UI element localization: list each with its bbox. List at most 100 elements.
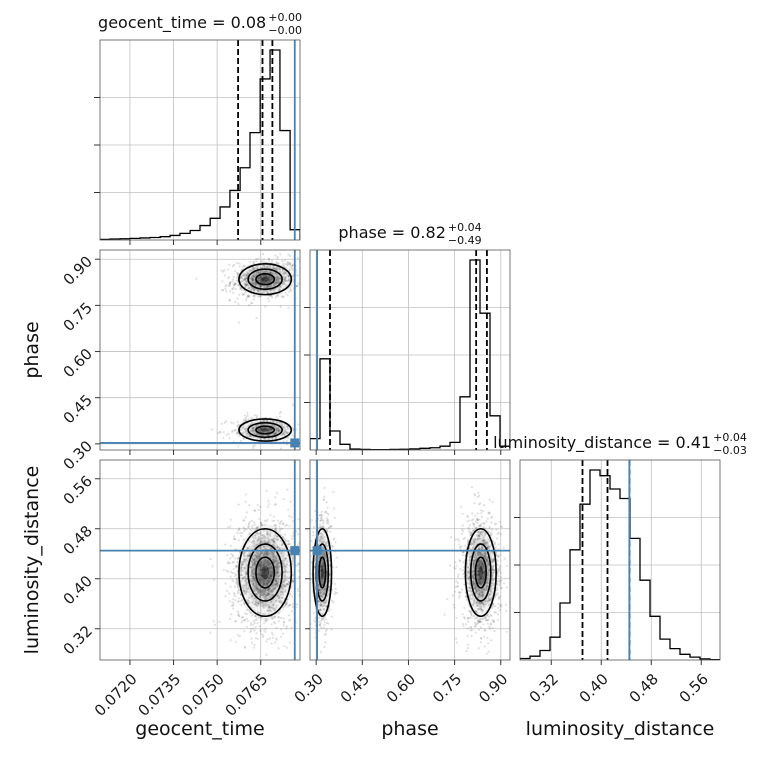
scatter-point (478, 618, 481, 621)
scatter-point (253, 521, 256, 524)
scatter-point (466, 566, 469, 569)
scatter-point (256, 543, 259, 546)
scatter-point (251, 279, 255, 282)
scatter-point (262, 567, 265, 570)
density-contour (312, 527, 333, 618)
scatter-point (248, 546, 251, 549)
scatter-point (244, 592, 247, 596)
scatter-point (279, 529, 282, 532)
scatter-point (477, 567, 481, 570)
scatter-point (475, 527, 478, 530)
scatter-point (467, 572, 470, 575)
scatter-point (496, 571, 499, 574)
scatter-point (261, 589, 265, 592)
scatter-point (308, 550, 310, 552)
scatter-point (286, 437, 289, 440)
scatter-point (263, 572, 266, 576)
scatter-point (475, 610, 478, 613)
scatter-point (237, 539, 240, 542)
scatter-point (486, 663, 488, 665)
scatter-point (256, 590, 259, 594)
scatter-point (456, 585, 459, 588)
scatter-point (283, 431, 286, 434)
scatter-point (251, 541, 254, 544)
scatter-point (487, 563, 490, 566)
scatter-point (312, 534, 315, 537)
scatter-point (275, 577, 278, 580)
scatter-point (333, 593, 337, 596)
scatter-point (262, 562, 266, 565)
scatter-point (278, 267, 281, 270)
scatter-point (279, 590, 282, 593)
scatter-point (261, 590, 264, 594)
scatter-point (246, 412, 249, 415)
scatter-point (272, 537, 276, 540)
scatter-point (260, 423, 263, 426)
scatter-point (260, 524, 263, 527)
scatter-point (275, 604, 278, 607)
scatter-point (249, 553, 252, 556)
scatter-point (249, 623, 253, 626)
scatter-point (305, 539, 307, 541)
y-tick-label: 0.40 (60, 572, 96, 608)
scatter-point (285, 566, 288, 569)
scatter-point (479, 602, 482, 606)
scatter-point (234, 282, 237, 285)
scatter-point (268, 533, 272, 536)
scatter-point (287, 580, 290, 584)
scatter-point (297, 527, 300, 530)
scatter-point (326, 518, 329, 521)
scatter-point (265, 553, 268, 556)
x-tick-label: 0.0720 (91, 670, 141, 720)
scatter-point (310, 540, 313, 543)
scatter-point (272, 538, 275, 542)
scatter-point (335, 556, 338, 559)
scatter-point (263, 437, 266, 440)
scatter-point (272, 433, 275, 436)
scatter-point (241, 619, 244, 622)
scatter-point (474, 559, 477, 562)
scatter-point (264, 541, 267, 544)
scatter-point (239, 574, 242, 577)
scatter-point (278, 599, 282, 602)
scatter-point (319, 622, 322, 625)
scatter-point (488, 597, 491, 600)
scatter-point (322, 571, 325, 574)
scatter-point (282, 522, 285, 525)
scatter-point (263, 552, 266, 555)
scatter-point (477, 534, 480, 538)
scatter-point (248, 553, 251, 557)
scatter-point (505, 603, 508, 606)
scatter-point (252, 427, 255, 430)
scatter-point (499, 576, 502, 579)
scatter-point (323, 620, 326, 623)
scatter-point (272, 558, 275, 562)
scatter-point (269, 609, 272, 612)
scatter-point (259, 286, 262, 289)
scatter-point (281, 586, 284, 590)
scatter-point (487, 642, 490, 645)
scatter-point (467, 576, 470, 579)
scatter-point (320, 536, 323, 539)
scatter-point (235, 564, 238, 567)
scatter-point (224, 285, 227, 288)
scatter-point (269, 562, 272, 565)
scatter-point (227, 570, 230, 574)
scatter-point (485, 552, 488, 555)
scatter-point (259, 437, 262, 440)
scatter-point (496, 592, 499, 595)
scatter-point (259, 561, 262, 564)
scatter-point (262, 593, 265, 596)
scatter-point (262, 276, 265, 279)
scatter-point (317, 616, 320, 620)
scatter-point (320, 619, 323, 622)
scatter-point (283, 576, 287, 579)
scatter-point (255, 526, 258, 530)
scatter-point (278, 430, 281, 433)
scatter-point (261, 604, 264, 607)
scatter-point (276, 538, 279, 541)
scatter-point (454, 585, 457, 589)
scatter-point (270, 574, 273, 578)
scatter-point (286, 263, 289, 266)
scatter-point (320, 576, 323, 579)
